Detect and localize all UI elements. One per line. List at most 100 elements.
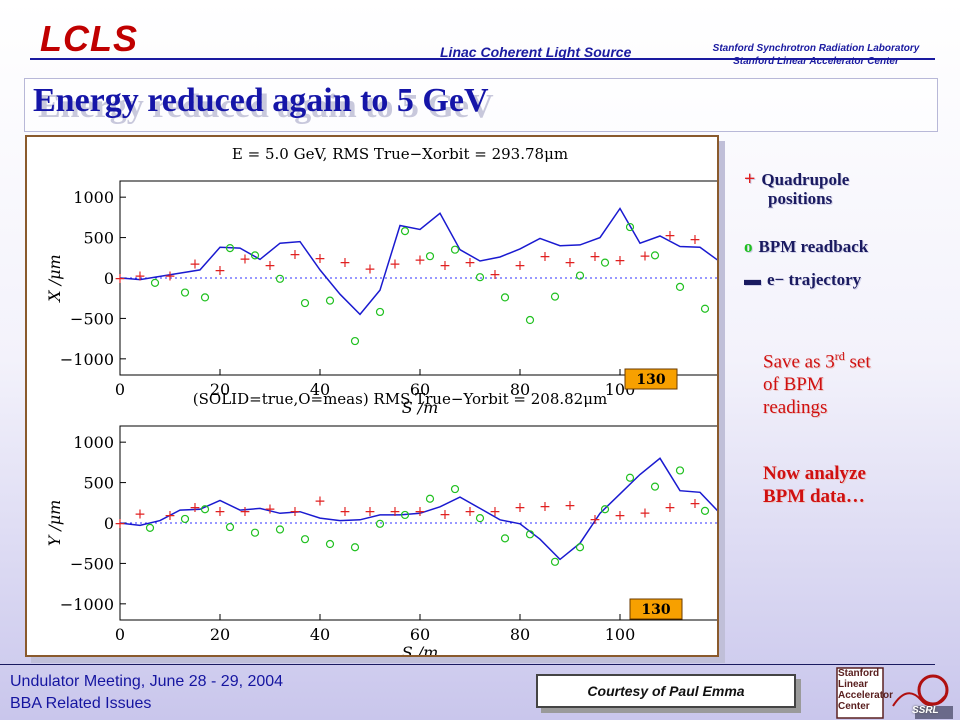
chart2-bpm-point xyxy=(625,473,635,482)
chart2-bpm-point xyxy=(700,506,710,515)
chart1-bpm-point xyxy=(600,258,610,267)
chart2-quad-point: + xyxy=(689,496,701,512)
chart2-quad-point: + xyxy=(389,504,401,520)
chart2-quad-point: + xyxy=(134,506,146,522)
chart2-bpm-point xyxy=(180,514,190,524)
chart1-bpm-point xyxy=(625,222,635,232)
chart1-quad-point: + xyxy=(589,249,601,265)
chart1-xtick-label: 80 xyxy=(510,380,530,399)
analyze-note: Now analyze BPM data… xyxy=(763,462,866,508)
chart1-xtick-label: 0 xyxy=(115,380,125,399)
circle-marker-icon: o xyxy=(744,237,753,256)
footer-rule xyxy=(0,664,935,665)
slide-title: Energy reduced again to 5 GeV xyxy=(33,82,489,119)
chart2-title: (SOLID=true,O=meas) RMS True−Yorbit = 20… xyxy=(193,390,607,408)
chart2-ytick-label: 0 xyxy=(104,514,114,533)
chart1-quad-point: + xyxy=(389,256,401,272)
chart1-quad-point: + xyxy=(134,269,146,285)
chart2-quad-point: + xyxy=(639,505,651,521)
chart1-quad-point: + xyxy=(264,258,276,274)
chart1-quad-point: + xyxy=(639,248,651,264)
chart2-quad-point: + xyxy=(214,504,226,520)
chart2-ytick-label: 1000 xyxy=(73,433,114,452)
chart2-quad-point: + xyxy=(414,504,426,520)
chart2-quad-point: + xyxy=(664,500,676,516)
chart2-ylabel: Y /μm xyxy=(45,500,64,547)
legend-quadrupole: + Quadrupole positions xyxy=(744,168,849,208)
save-note-sup: rd xyxy=(834,349,845,363)
chart2-bpm-point xyxy=(145,523,155,532)
title-box xyxy=(24,78,938,132)
line-marker-icon: ▬ xyxy=(744,270,761,289)
stanford-logo-text: Stanford Linear Accelerator Center xyxy=(838,668,894,712)
chart1-quad-point: + xyxy=(539,249,551,265)
chart2-bpm-point xyxy=(225,522,235,532)
chart1-ytick-label: 1000 xyxy=(73,188,114,207)
logo-box-shape xyxy=(836,667,884,719)
chart1-xtick-label: 60 xyxy=(410,380,430,399)
chart1-bpm-point xyxy=(650,251,660,260)
analyze-note-line1: Now analyze xyxy=(763,463,866,484)
chart1-xtick-label: 40 xyxy=(310,380,330,399)
chart2-xtick-label: 20 xyxy=(210,625,230,644)
chart1-bpm-point xyxy=(375,307,385,317)
chart1-ylabel: X /μm xyxy=(45,254,64,303)
chart2-bpm-point xyxy=(275,525,285,534)
chart2-bpm-point xyxy=(400,510,410,520)
chart1-bpm-point xyxy=(150,278,160,287)
chart1-quad-point: + xyxy=(289,247,301,263)
chart2-xtick-label: 0 xyxy=(115,625,125,644)
save-note-line1: Save as 3 xyxy=(763,351,835,373)
chart2-bpm-point xyxy=(650,482,660,491)
header-institutions: Stanford Synchrotron Radiation Laborator… xyxy=(700,42,932,68)
chart1-quad-point: + xyxy=(439,258,451,274)
chart1-axes-box xyxy=(119,180,717,376)
chart1-bpm-point xyxy=(550,292,560,301)
chart1-quad-point: + xyxy=(114,271,126,287)
chart2-bpm-point xyxy=(250,528,260,537)
chart2-bpm-point xyxy=(425,494,435,503)
chart2-quad-point: + xyxy=(464,504,476,520)
chart1-quad-point: + xyxy=(339,255,351,271)
ssrl-logo-text: SSRL xyxy=(912,705,939,716)
chart1-badge-label: 130 xyxy=(636,372,665,388)
chart2-quad-point: + xyxy=(564,498,576,514)
chart1-quad-point: + xyxy=(664,228,676,244)
orbit-plots-frame: E = 5.0 GeV, RMS True−Xorbit = 293.78μm 1… xyxy=(25,135,719,657)
chart2-ytick-label: 500 xyxy=(83,474,114,493)
chart1-bpm-point xyxy=(275,274,285,283)
legend-trajectory-label: e− trajectory xyxy=(767,270,862,289)
chart2-quad-point: + xyxy=(539,499,551,515)
chart2-quad-point: + xyxy=(289,504,301,520)
chart1-badge-box xyxy=(624,368,678,390)
header-center-text: Linac Coherent Light Source xyxy=(440,44,632,60)
footer-left: Undulator Meeting, June 28 - 29, 2004 BB… xyxy=(10,671,283,715)
chart1-trajectory-line xyxy=(119,207,717,316)
chart1-bpm-point xyxy=(250,251,260,260)
chart2-quad-point: + xyxy=(589,512,601,528)
institution-ssrl: Stanford Synchrotron Radiation Laborator… xyxy=(712,43,920,54)
lcls-logo: LCLS xyxy=(40,18,138,59)
chart2-bpm-point xyxy=(200,505,210,514)
save-note-line3: readings xyxy=(763,397,828,419)
chart1-bpm-point xyxy=(400,227,410,236)
chart2-bpm-point xyxy=(525,530,535,539)
chart1-quad-point: + xyxy=(314,251,326,267)
chart1-bpm-point xyxy=(450,245,460,254)
chart1-quad-point: + xyxy=(489,267,501,283)
chart2-quad-point: + xyxy=(439,507,451,523)
chart1-quad-point: + xyxy=(164,269,176,285)
chart2-bpm-point xyxy=(300,535,310,544)
chart1-quad-point: + xyxy=(564,255,576,271)
plus-marker-icon: + xyxy=(744,168,756,190)
chart1-quad-point: + xyxy=(239,252,251,268)
chart2-quad-point: + xyxy=(364,504,376,520)
chart1-xtick-label: 20 xyxy=(210,380,230,399)
chart2-bpm-point xyxy=(600,505,610,514)
chart2-axes-box xyxy=(119,425,717,621)
chart2-xtick-label: 100 xyxy=(605,625,636,644)
chart2-quad-point: + xyxy=(239,504,251,520)
chart2-bpm-point xyxy=(475,514,485,523)
save-note-suffix: set xyxy=(844,351,871,373)
chart1-quad-point: + xyxy=(189,256,201,272)
